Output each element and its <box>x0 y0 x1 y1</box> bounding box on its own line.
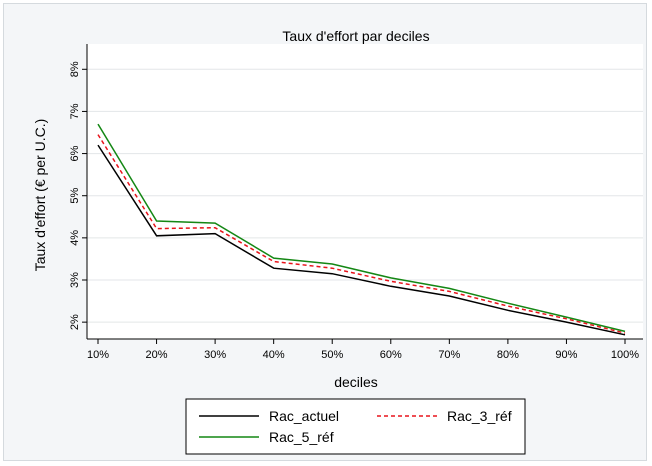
x-tick-label: 20% <box>146 349 168 361</box>
y-tick-label: 6% <box>69 145 81 161</box>
y-ticks: 2% 3% 4% 5% 6% 7% 8% <box>69 61 87 330</box>
series-line-rac-3-r-f <box>97 134 626 334</box>
y-tick-label: 2% <box>69 314 81 330</box>
series-line-rac-actuel <box>97 144 626 336</box>
series-line-rac-5-r-f <box>97 123 626 333</box>
y-tick-label: 5% <box>69 188 81 204</box>
series-lines <box>97 123 626 336</box>
legend: Rac_actuel Rac_3_réf Rac_5_réf <box>185 398 526 455</box>
y-tick-label: 7% <box>69 103 81 119</box>
x-tick-label: 80% <box>497 349 519 361</box>
x-tick-label: 70% <box>438 349 460 361</box>
x-tick-label: 100% <box>611 349 639 361</box>
y-tick-label: 3% <box>69 272 81 288</box>
x-tick-label: 50% <box>321 349 343 361</box>
x-tick-label: 40% <box>263 349 285 361</box>
x-tick-label: 30% <box>204 349 226 361</box>
chart-title: Taux d'effort par deciles <box>282 28 429 44</box>
x-axis-title: deciles <box>334 374 378 390</box>
y-tick-label: 8% <box>69 61 81 77</box>
y-axis-title: Taux d'effort (€ per U.C.) <box>32 119 48 272</box>
x-tick-label: 10% <box>87 349 109 361</box>
legend-box <box>185 398 526 455</box>
legend-label: Rac_3_réf <box>447 408 512 424</box>
grid-lines <box>87 68 643 323</box>
plot-area <box>87 44 643 339</box>
x-tick-label: 60% <box>380 349 402 361</box>
x-ticks: 10% 20% 30% 40% 50% 60% 70% 80% 90% 100% <box>87 339 639 361</box>
x-tick-label: 90% <box>555 349 577 361</box>
legend-label: Rac_5_réf <box>269 429 334 445</box>
legend-label: Rac_actuel <box>269 408 339 424</box>
y-tick-label: 4% <box>69 230 81 246</box>
